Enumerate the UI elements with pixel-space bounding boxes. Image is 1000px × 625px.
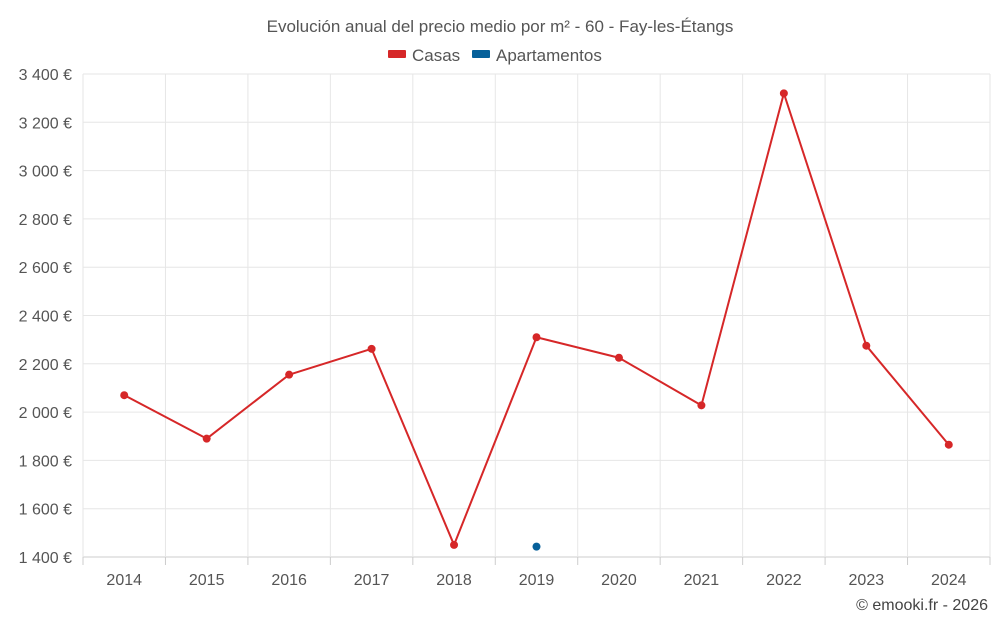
y-tick-label: 2 800 € [19, 212, 72, 229]
y-tick-label: 3 400 € [19, 67, 72, 84]
x-tick-label: 2020 [601, 572, 637, 589]
data-point-casas[interactable] [862, 341, 871, 350]
y-tick-label: 2 000 € [19, 405, 72, 422]
chart-title: Evolución anual del precio medio por m² … [267, 17, 734, 36]
legend: Casas Apartamentos [388, 46, 602, 65]
credit-text: © emooki.fr - 2026 [856, 597, 988, 614]
legend-swatch-apartamentos[interactable] [472, 50, 490, 58]
x-tick-label: 2015 [189, 572, 225, 589]
x-tick-label: 2022 [766, 572, 802, 589]
x-tick-label: 2021 [684, 572, 720, 589]
x-tick-label: 2016 [271, 572, 307, 589]
data-point-casas[interactable] [532, 333, 541, 342]
y-tick-label: 2 600 € [19, 260, 72, 277]
y-tick-label: 1 600 € [19, 502, 72, 519]
y-tick-label: 3 200 € [19, 115, 72, 132]
y-tick-label: 2 200 € [19, 357, 72, 374]
data-point-apartamentos[interactable] [532, 542, 541, 551]
x-tick-label: 2023 [849, 572, 885, 589]
data-point-casas[interactable] [779, 89, 788, 98]
legend-label-casas[interactable]: Casas [412, 46, 460, 65]
legend-label-apartamentos[interactable]: Apartamentos [496, 46, 602, 65]
x-tick-label: 2018 [436, 572, 472, 589]
data-point-casas[interactable] [367, 344, 376, 353]
y-tick-label: 1 800 € [19, 453, 72, 470]
x-tick-label: 2017 [354, 572, 390, 589]
grid-layer [82, 73, 991, 558]
x-tick-label: 2019 [519, 572, 555, 589]
data-point-casas[interactable] [697, 401, 706, 410]
y-tick-label: 3 000 € [19, 164, 72, 181]
axis-layer: 1 400 € 1 600 € 1 800 € 2 000 € 2 200 € 2 400… [19, 67, 991, 589]
data-point-casas[interactable] [614, 353, 623, 362]
data-point-casas[interactable] [450, 540, 459, 549]
data-point-casas[interactable] [120, 391, 129, 400]
x-tick-label: 2014 [106, 572, 142, 589]
x-tick-label: 2024 [931, 572, 967, 589]
data-point-casas[interactable] [285, 370, 294, 379]
y-tick-label: 1 400 € [19, 550, 72, 567]
data-point-casas[interactable] [202, 434, 211, 443]
data-point-casas[interactable] [944, 440, 953, 449]
legend-swatch-casas[interactable] [388, 50, 406, 58]
series-layer [120, 89, 953, 551]
y-tick-label: 2 400 € [19, 309, 72, 326]
